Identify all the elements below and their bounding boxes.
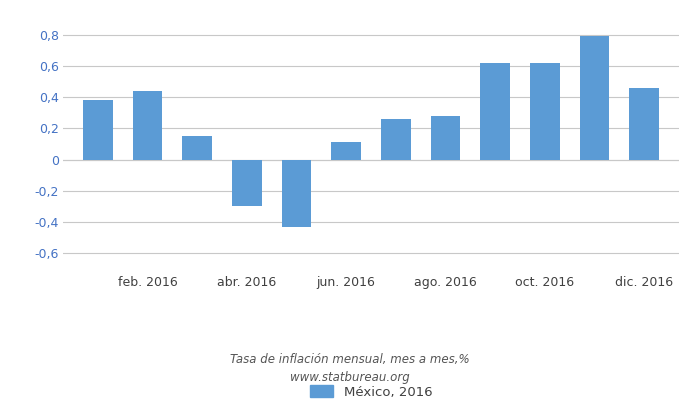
Text: Tasa de inflación mensual, mes a mes,%: Tasa de inflación mensual, mes a mes,% — [230, 354, 470, 366]
Bar — [331, 142, 361, 160]
Bar — [182, 136, 212, 160]
Bar — [530, 63, 560, 160]
Bar — [132, 91, 162, 160]
Bar — [580, 36, 610, 160]
Bar — [281, 160, 312, 227]
Bar — [381, 119, 411, 160]
Bar — [83, 100, 113, 160]
Bar — [232, 160, 262, 206]
Legend: México, 2016: México, 2016 — [309, 385, 433, 398]
Text: www.statbureau.org: www.statbureau.org — [290, 372, 410, 384]
Bar — [480, 63, 510, 160]
Bar — [629, 88, 659, 160]
Bar — [430, 116, 461, 160]
